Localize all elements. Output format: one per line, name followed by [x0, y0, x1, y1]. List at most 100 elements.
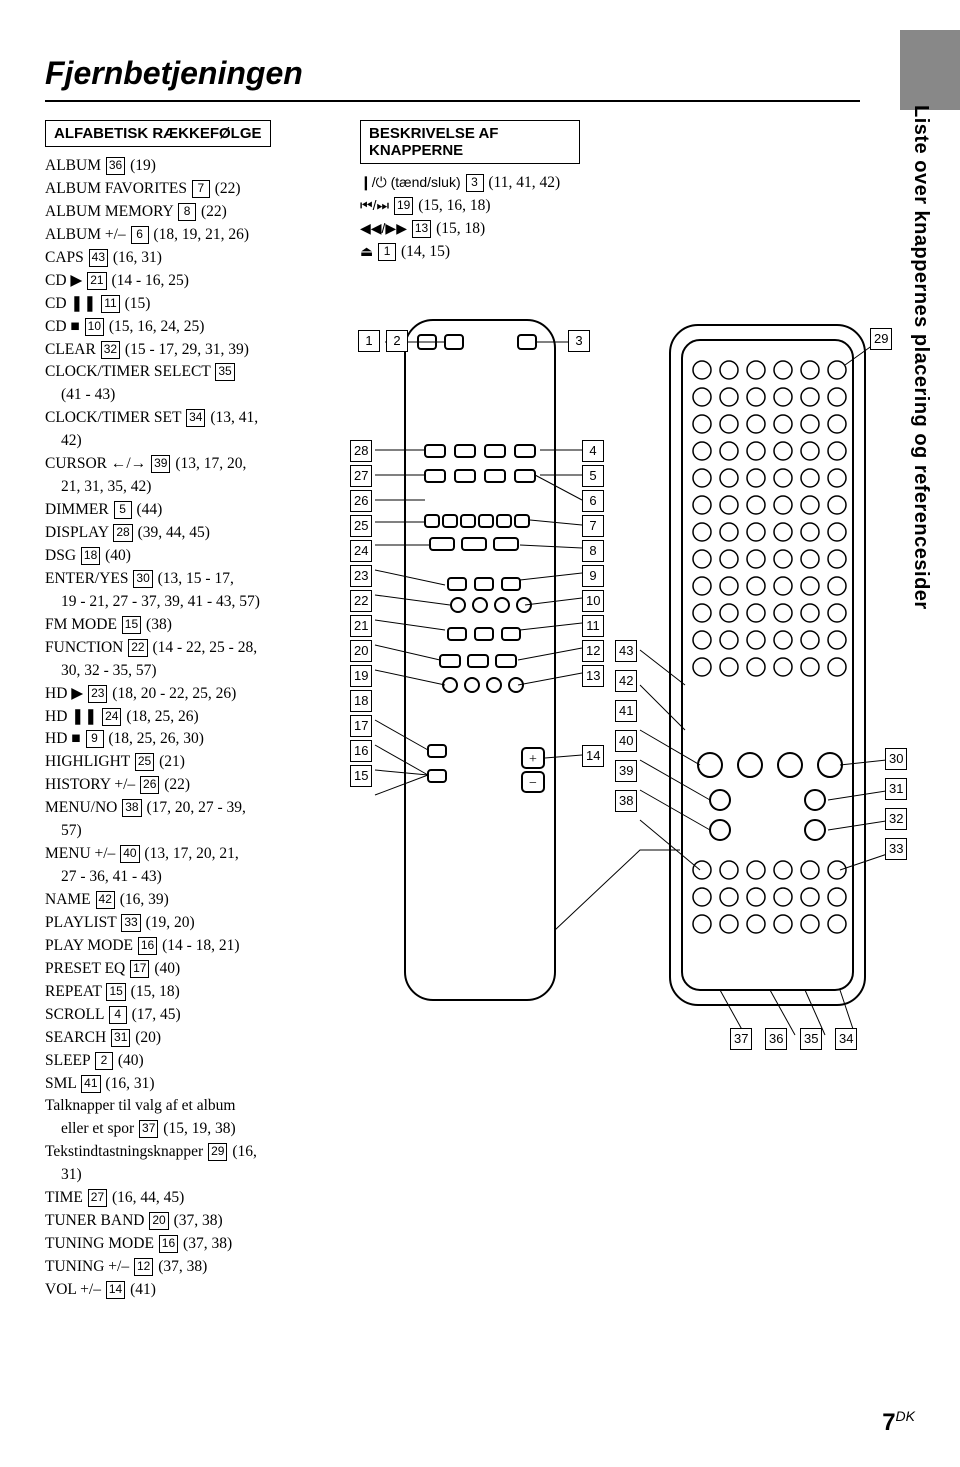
- callout-10: 10: [582, 590, 604, 612]
- list-row: 31): [45, 1164, 345, 1187]
- list-row: (41 - 43): [45, 384, 345, 407]
- list-row: MENU/NO 38 (17, 20, 27 - 39,: [45, 797, 345, 820]
- list-row: DIMMER 5 (44): [45, 499, 345, 522]
- callout-25: 25: [350, 515, 372, 537]
- callout-4: 4: [582, 440, 604, 462]
- callout-38: 38: [615, 790, 637, 812]
- callout-7: 7: [582, 515, 604, 537]
- callout-12: 12: [582, 640, 604, 662]
- list-row: ALBUM 36 (19): [45, 155, 345, 178]
- list-row: Tekstindtastningsknapper 29 (16,: [45, 1141, 345, 1164]
- list-row: eller et spor 37 (15, 19, 38): [45, 1118, 345, 1141]
- right-column: BESKRIVELSE AF KNAPPERNE ❙/⏻ (tænd/sluk)…: [360, 120, 580, 264]
- list-row: TUNING +/– 12 (37, 38): [45, 1256, 345, 1279]
- list-row: CD ■ 10 (15, 16, 24, 25): [45, 316, 345, 339]
- page-title: Fjernbetjeningen: [45, 55, 303, 92]
- callout-34: 34: [835, 1028, 857, 1050]
- callout-26: 26: [350, 490, 372, 512]
- callout-35: 35: [800, 1028, 822, 1050]
- callout-1: 1: [358, 330, 380, 352]
- list-row: HD ■ 9 (18, 25, 26, 30): [45, 728, 345, 751]
- list-row: DISPLAY 28 (39, 44, 45): [45, 522, 345, 545]
- callout-31: 31: [885, 778, 907, 800]
- callout-18: 18: [350, 690, 372, 712]
- callout-22: 22: [350, 590, 372, 612]
- vertical-section-label: Liste over knappernes placering og refer…: [908, 105, 932, 1105]
- callout-21: 21: [350, 615, 372, 637]
- list-row: CURSOR ←/→ 39 (13, 17, 20,: [45, 453, 345, 476]
- list-row: CAPS 43 (16, 31): [45, 247, 345, 270]
- left-header-text: ALFABETISK RÆKKEFØLGE: [54, 125, 262, 142]
- list-row: HISTORY +/– 26 (22): [45, 774, 345, 797]
- list-row: ❙/⏻ (tænd/sluk) 3 (11, 41, 42): [360, 172, 580, 195]
- list-row: ENTER/YES 30 (13, 15 - 17,: [45, 568, 345, 591]
- right-header-box: BESKRIVELSE AF KNAPPERNE: [360, 120, 580, 164]
- list-row: FM MODE 15 (38): [45, 614, 345, 637]
- callout-17: 17: [350, 715, 372, 737]
- page-number: 7DK: [882, 1408, 915, 1437]
- list-row: HD ▶ 23 (18, 20 - 22, 25, 26): [45, 683, 345, 706]
- list-row: SEARCH 31 (20): [45, 1027, 345, 1050]
- list-row: CD ▶ 21 (14 - 16, 25): [45, 270, 345, 293]
- callout-20: 20: [350, 640, 372, 662]
- callout-8: 8: [582, 540, 604, 562]
- list-row: HIGHLIGHT 25 (21): [45, 751, 345, 774]
- list-row: HD ❚❚ 24 (18, 25, 26): [45, 706, 345, 729]
- list-row: CLOCK/TIMER SET 34 (13, 41,: [45, 407, 345, 430]
- left-column: ALFABETISK RÆKKEFØLGE ALBUM 36 (19)ALBUM…: [45, 120, 345, 1302]
- callout-27: 27: [350, 465, 372, 487]
- list-row: ⏏ 1 (14, 15): [360, 241, 580, 264]
- list-row: ALBUM MEMORY 8 (22): [45, 201, 345, 224]
- list-row: 27 - 36, 41 - 43): [45, 866, 345, 889]
- list-row: PLAY MODE 16 (14 - 18, 21): [45, 935, 345, 958]
- callout-33: 33: [885, 838, 907, 860]
- callout-9: 9: [582, 565, 604, 587]
- list-row: FUNCTION 22 (14 - 22, 25 - 28,: [45, 637, 345, 660]
- callout-32: 32: [885, 808, 907, 830]
- page-number-value: 7: [882, 1409, 895, 1436]
- list-row: TIME 27 (16, 44, 45): [45, 1187, 345, 1210]
- list-row: 30, 32 - 35, 57): [45, 660, 345, 683]
- callout-14: 14: [582, 745, 604, 767]
- callout-30: 30: [885, 748, 907, 770]
- list-row: ALBUM FAVORITES 7 (22): [45, 178, 345, 201]
- list-row: SLEEP 2 (40): [45, 1050, 345, 1073]
- list-row: CLEAR 32 (15 - 17, 29, 31, 39): [45, 339, 345, 362]
- callout-6: 6: [582, 490, 604, 512]
- margin-tab: [900, 30, 960, 110]
- svg-text:+: +: [529, 752, 537, 767]
- list-row: TUNER BAND 20 (37, 38): [45, 1210, 345, 1233]
- list-row: PRESET EQ 17 (40): [45, 958, 345, 981]
- callout-24: 24: [350, 540, 372, 562]
- list-row: MENU +/– 40 (13, 17, 20, 21,: [45, 843, 345, 866]
- callout-11: 11: [582, 615, 604, 637]
- title-rule: [45, 100, 860, 102]
- left-header-box: ALFABETISK RÆKKEFØLGE: [45, 120, 271, 147]
- callout-42: 42: [615, 670, 637, 692]
- list-row: CLOCK/TIMER SELECT 35: [45, 361, 345, 384]
- list-row: REPEAT 15 (15, 18): [45, 981, 345, 1004]
- right-listing: ❙/⏻ (tænd/sluk) 3 (11, 41, 42)⏮/⏭ 19 (15…: [360, 172, 580, 264]
- page-number-suffix: DK: [896, 1408, 915, 1424]
- right-header-text: BESKRIVELSE AF KNAPPERNE: [369, 125, 498, 159]
- callout-39: 39: [615, 760, 637, 782]
- list-row: 57): [45, 820, 345, 843]
- callout-37: 37: [730, 1028, 752, 1050]
- list-row: 19 - 21, 27 - 37, 39, 41 - 43, 57): [45, 591, 345, 614]
- callout-41: 41: [615, 700, 637, 722]
- callout-36: 36: [765, 1028, 787, 1050]
- list-row: DSG 18 (40): [45, 545, 345, 568]
- callout-13: 13: [582, 665, 604, 687]
- callout-28: 28: [350, 440, 372, 462]
- list-row: SCROLL 4 (17, 45): [45, 1004, 345, 1027]
- callout-23: 23: [350, 565, 372, 587]
- list-row: CD ❚❚ 11 (15): [45, 293, 345, 316]
- callout-3: 3: [568, 330, 590, 352]
- list-row: NAME 42 (16, 39): [45, 889, 345, 912]
- callout-19: 19: [350, 665, 372, 687]
- callout-40: 40: [615, 730, 637, 752]
- list-row: Talknapper til valg af et album: [45, 1095, 345, 1118]
- callout-16: 16: [350, 740, 372, 762]
- svg-text:−: −: [529, 776, 537, 791]
- list-row: TUNING MODE 16 (37, 38): [45, 1233, 345, 1256]
